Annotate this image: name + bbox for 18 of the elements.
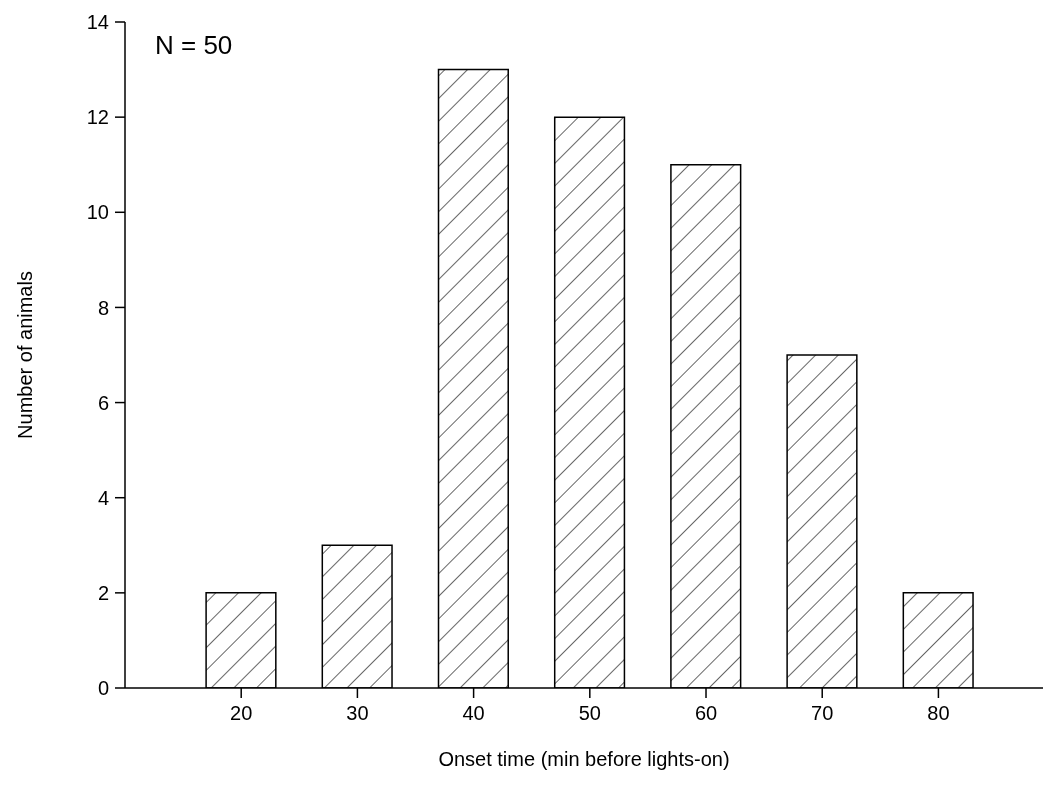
x-tick-label: 80 [927,702,950,725]
x-tick-label: 50 [578,702,601,725]
x-tick-label: 30 [346,702,369,725]
x-tick-label: 40 [462,702,485,725]
y-tick-label: 2 [97,581,109,604]
x-axis-title: Onset time (min before lights-on) [438,748,730,770]
y-tick-label: 8 [97,296,109,319]
y-tick-label: 12 [86,106,109,129]
y-tick-label: 0 [97,677,109,700]
x-tick-label: 60 [694,702,718,725]
y-tick-label: 6 [97,391,109,414]
y-axis-title: Number of animals [14,271,37,439]
y-tick-label: 10 [86,201,109,224]
y-tick-label: 4 [97,486,109,509]
x-tick-label: 70 [811,702,834,725]
x-tick-label: 20 [230,702,253,725]
y-tick-label: 14 [86,11,109,34]
annotation: N = 50 [155,30,233,61]
